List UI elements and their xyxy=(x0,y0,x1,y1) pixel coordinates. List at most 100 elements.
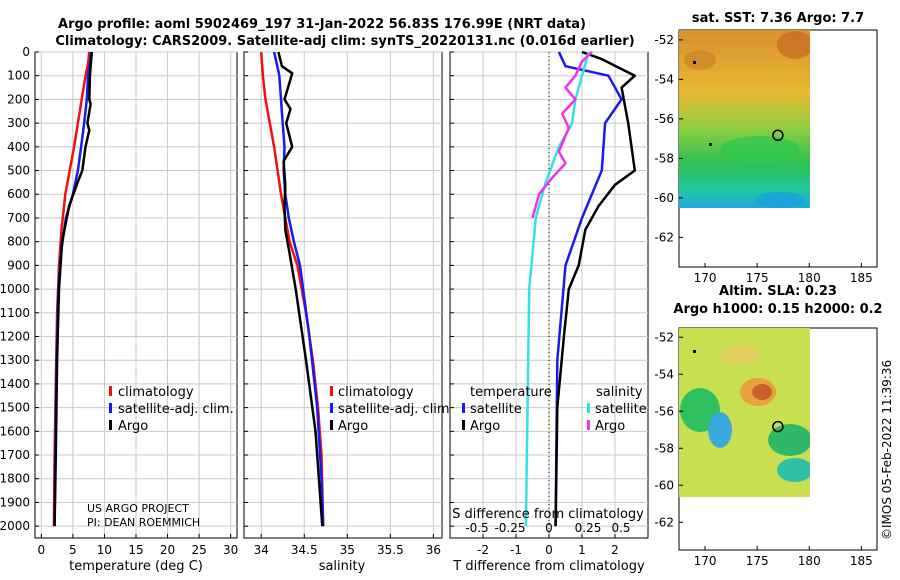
salinity-legend: climatology satellite-adj. clim. Argo xyxy=(330,385,454,434)
legend-swatch-satellite xyxy=(109,403,112,413)
y-tick-label: 300 xyxy=(7,116,30,130)
s-difference-tick-labels: -0.5 -0.25 0 0.25 0.5 xyxy=(465,521,630,535)
lon-tick-label: 185 xyxy=(850,271,873,285)
sla-map-subtitle: Argo h1000: 0.15 h2000: 0.2 xyxy=(673,302,882,317)
legend-label-s-argo: Argo xyxy=(595,419,625,434)
x-tick-label: 34.5 xyxy=(291,543,318,557)
y-tick-label: 1500 xyxy=(0,401,30,415)
y-tick-label: 1600 xyxy=(0,424,30,438)
legend-swatch-s-argo xyxy=(587,420,590,430)
sla-high-patch xyxy=(752,384,772,400)
credit-project: US ARGO PROJECT xyxy=(87,502,189,515)
x-tick-label: 0 xyxy=(37,543,45,557)
x-tick-label: 2 xyxy=(611,543,619,557)
y-tick-label: 1300 xyxy=(0,353,30,367)
series-line-salinity-satellite xyxy=(524,51,590,527)
series-line-argo xyxy=(277,51,324,527)
credit-pi: PI: DEAN ROEMMICH xyxy=(87,516,200,529)
x-tick-label: 0 xyxy=(545,543,553,557)
x-tick-label: 36 xyxy=(426,543,441,557)
temperature-panel: 0100200300400500600700800900100011001200… xyxy=(0,45,238,574)
sst-cool-patch xyxy=(720,136,800,164)
legend-swatch-climatology xyxy=(330,386,333,396)
x-tick-label: 30 xyxy=(223,543,238,557)
lat-tick-label: -60 xyxy=(654,191,674,205)
lat-tick-label: -54 xyxy=(654,367,674,381)
y-tick-label: 200 xyxy=(7,92,30,106)
legend-swatch-argo xyxy=(330,420,333,430)
x-tick-label: 35 xyxy=(340,543,355,557)
lon-tick-label: 170 xyxy=(694,554,717,568)
lon-tick-label: 185 xyxy=(850,554,873,568)
legend-title-salinity: salinity xyxy=(596,385,643,400)
sla-map-tick-labels: 170 175 180 185 -52 -54 -56 -58 -60 -62 xyxy=(654,330,872,568)
argo-float-marker xyxy=(772,420,784,433)
sst-cool-patch xyxy=(755,192,805,208)
x-tick-label: 10 xyxy=(97,543,112,557)
x-tick-label: -1 xyxy=(510,543,522,557)
data-gap-marker xyxy=(709,143,712,146)
sst-field xyxy=(679,30,810,208)
x-tick-label: 35.5 xyxy=(377,543,404,557)
legend-swatch-satellite xyxy=(330,403,333,413)
y-tick-label: 700 xyxy=(7,211,30,225)
y-tick-label: 1900 xyxy=(0,495,30,509)
s-difference-axis-label: S difference from climatology xyxy=(452,507,644,522)
temperature-profiles xyxy=(52,51,94,527)
sla-map-title: Altim. SLA: 0.23 xyxy=(719,284,837,299)
lon-tick-label: 175 xyxy=(746,271,769,285)
lat-tick-label: -54 xyxy=(654,72,674,86)
legend-label-t-satellite: satellite xyxy=(470,402,522,417)
lat-tick-label: -60 xyxy=(654,478,674,492)
salinity-tick-labels: 34 34.5 35 35.5 36 xyxy=(254,543,441,557)
sst-map-tick-labels: 170 175 180 185 -52 -54 -56 -58 -60 -62 xyxy=(654,33,872,285)
salinity-grid xyxy=(244,51,442,538)
lat-tick-label: -58 xyxy=(654,151,674,165)
depth-tick-labels: 0 100 200 300 400 500 600 700 800 900 1000 1100 1200… xyxy=(0,45,30,533)
legend-label-s-satellite: satellite xyxy=(595,402,647,417)
x-tick-label: 15 xyxy=(128,543,143,557)
legend-swatch-t-satellite xyxy=(462,403,465,413)
y-tick-label: 2000 xyxy=(0,519,30,533)
x-tick-label: 25 xyxy=(191,543,206,557)
y-tick-label: 1400 xyxy=(0,377,30,391)
s-tick-label: 0.5 xyxy=(611,521,630,535)
y-tick-label: 800 xyxy=(7,235,30,249)
legend-swatch-s-satellite xyxy=(587,403,590,413)
s-tick-label: -0.5 xyxy=(465,521,488,535)
legend-label-satellite: satellite-adj. clim. xyxy=(118,402,234,417)
lon-tick-label: 180 xyxy=(798,271,821,285)
legend-swatch-t-argo xyxy=(462,420,465,430)
lat-tick-label: -62 xyxy=(654,515,674,529)
lat-tick-label: -56 xyxy=(654,112,674,126)
legend-title-temperature: temperature xyxy=(470,385,552,400)
lon-tick-label: 170 xyxy=(694,271,717,285)
x-tick-label: -2 xyxy=(477,543,489,557)
y-tick-label: 1700 xyxy=(0,448,30,462)
difference-tick-labels: -2 -1 0 1 2 xyxy=(477,543,619,557)
salinity-profiles xyxy=(259,51,325,527)
y-tick-label: 600 xyxy=(7,187,30,201)
sla-high-patch xyxy=(720,345,760,365)
s-tick-label: 0 xyxy=(545,521,553,535)
x-tick-label: 5 xyxy=(69,543,77,557)
lon-tick-label: 175 xyxy=(746,554,769,568)
y-tick-label: 400 xyxy=(7,140,30,154)
x-tick-label: 20 xyxy=(160,543,175,557)
difference-panel: -2 -1 0 1 2 T difference from climatology S … xyxy=(449,50,649,574)
lat-tick-label: -62 xyxy=(654,230,674,244)
legend-swatch-argo xyxy=(109,420,112,430)
series-line-argo xyxy=(53,51,94,527)
difference-grid xyxy=(450,51,648,538)
series-line-salinity-argo xyxy=(531,51,593,219)
temperature-grid xyxy=(35,51,237,538)
lat-tick-label: -56 xyxy=(654,404,674,418)
temperature-tick-labels: 0 5 10 15 20 25 30 xyxy=(37,543,238,557)
y-tick-label: 1000 xyxy=(0,282,30,296)
sla-field xyxy=(679,328,810,497)
lat-tick-label: -52 xyxy=(654,33,674,47)
temperature-legend: climatology satellite-adj. clim. Argo xyxy=(109,385,234,434)
sla-low-patch xyxy=(708,412,732,448)
salinity-panel: 34 34.5 35 35.5 36 salinity climatology sate… xyxy=(243,51,454,574)
